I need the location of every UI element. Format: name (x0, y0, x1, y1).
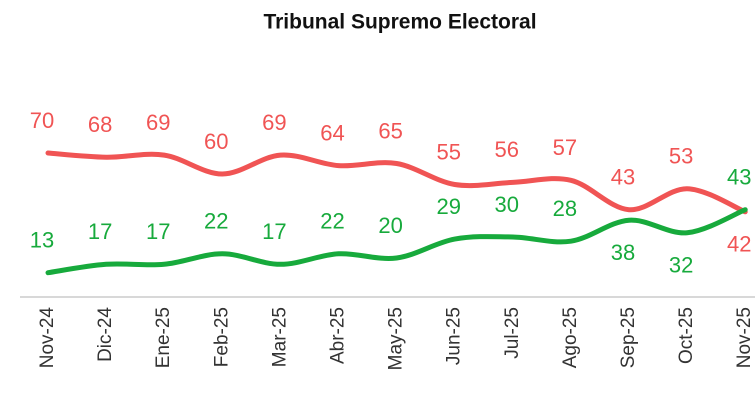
series-line (45, 207, 748, 276)
data-label: 20 (378, 213, 402, 238)
x-tick-label: Sep-25 (618, 307, 639, 368)
data-label: 53 (669, 144, 693, 169)
data-label: 30 (495, 192, 519, 217)
x-tick-label: Mar-25 (269, 307, 290, 367)
x-tick-label: Feb-25 (211, 307, 232, 367)
chart-title: Tribunal Supremo Electoral (263, 11, 536, 34)
data-label: 60 (204, 129, 228, 154)
data-label: 68 (88, 112, 112, 137)
x-tick-label: Abr-25 (328, 307, 349, 364)
x-tick-label: May-25 (386, 307, 407, 370)
x-tick-label: Ene-25 (153, 307, 174, 368)
series-line (45, 150, 748, 215)
data-label: 70 (30, 108, 54, 133)
data-label: 29 (436, 194, 460, 219)
data-label: 43 (611, 165, 635, 190)
data-label: 42 (727, 232, 751, 257)
x-tick-label: Dic-24 (95, 307, 116, 362)
data-label: 57 (553, 135, 577, 160)
x-tick-label: Nov-25 (734, 307, 755, 368)
data-label: 69 (262, 110, 286, 135)
data-label: 28 (553, 196, 577, 221)
x-tick-label: Ago-25 (560, 307, 581, 368)
data-label: 43 (727, 165, 751, 190)
data-label: 56 (495, 137, 519, 162)
x-tick-label: Oct-25 (676, 307, 697, 364)
data-label: 38 (611, 240, 635, 265)
x-tick-label: Nov-24 (37, 307, 58, 369)
data-label: 64 (320, 120, 344, 145)
data-label: 22 (320, 209, 344, 234)
x-tick-label: Jul-25 (502, 307, 523, 359)
data-label: 17 (88, 219, 112, 244)
x-tick-label: Jun-25 (444, 307, 465, 365)
data-label: 32 (669, 253, 693, 278)
data-label: 17 (262, 219, 286, 244)
data-label: 13 (30, 228, 54, 253)
data-label: 69 (146, 110, 170, 135)
data-label: 65 (378, 118, 402, 143)
data-label: 22 (204, 209, 228, 234)
data-label: 55 (436, 139, 460, 164)
data-label: 17 (146, 219, 170, 244)
